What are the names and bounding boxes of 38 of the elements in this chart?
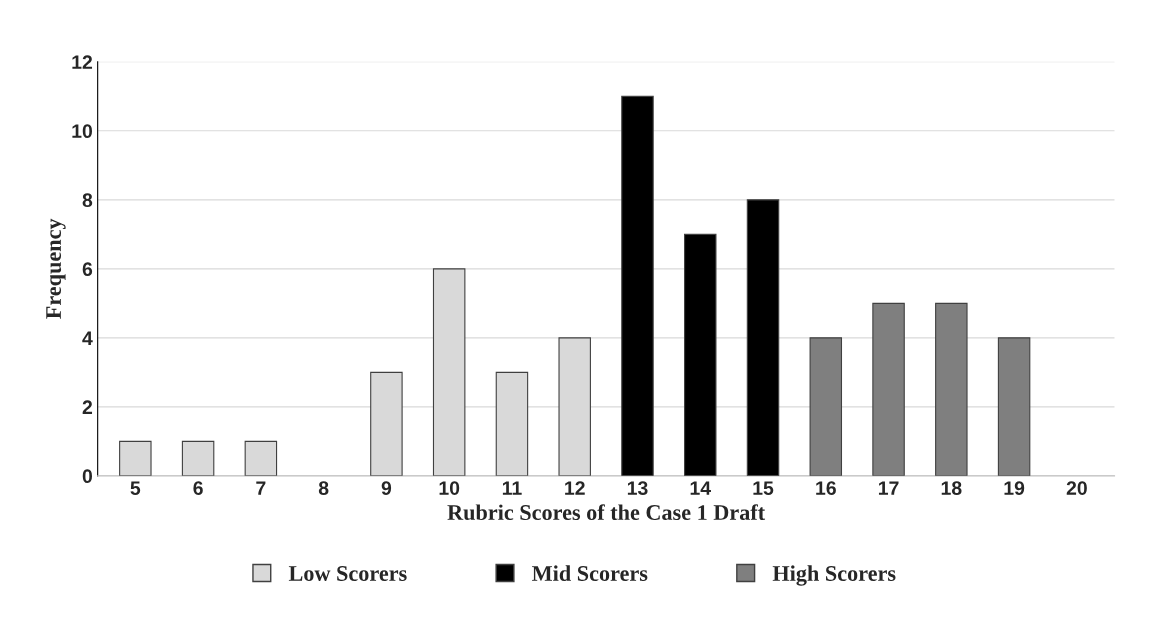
- x-tick-label: 19: [1004, 481, 1025, 495]
- bar: [746, 199, 780, 476]
- x-tick-label: 18: [941, 481, 962, 495]
- bar: [935, 302, 968, 476]
- x-tick-label: 20: [1066, 481, 1087, 495]
- y-tick-label: 4: [82, 331, 93, 345]
- bar: [119, 440, 152, 476]
- x-tick-label: 9: [381, 481, 392, 495]
- legend-label: Mid Scorers: [532, 565, 648, 581]
- x-tick-label: 8: [318, 481, 329, 495]
- y-tick-label: 6: [82, 262, 93, 277]
- x-tick-label: 6: [193, 481, 203, 495]
- bar: [684, 233, 717, 476]
- bar: [244, 440, 278, 476]
- legend-label: High Scorers: [772, 565, 896, 586]
- bar: [621, 95, 654, 476]
- x-tick-label: 7: [256, 481, 266, 495]
- x-tick-label: 16: [816, 481, 836, 495]
- x-tick-label: 10: [439, 481, 460, 495]
- x-tick-label: 13: [627, 481, 648, 496]
- x-tick-label: 11: [502, 481, 522, 495]
- x-axis-title: Rubric Scores of the Case 1 Draft: [447, 504, 766, 521]
- x-tick-label: 12: [565, 481, 585, 495]
- x-tick-label: 15: [753, 481, 774, 495]
- x-tick-label: 14: [690, 481, 711, 495]
- y-tick-label: 8: [82, 193, 93, 208]
- bar: [997, 337, 1031, 476]
- y-axis-title: Frequency: [46, 218, 66, 319]
- bar: [809, 337, 843, 476]
- bar: [872, 302, 905, 476]
- x-tick-label: 5: [130, 481, 141, 495]
- y-tick-label: 0: [82, 469, 93, 484]
- y-tick-label: 12: [72, 55, 93, 69]
- y-tick-label: 10: [72, 124, 93, 139]
- x-tick-label: 17: [878, 481, 899, 495]
- legend-label: Low Scorers: [288, 566, 407, 581]
- y-tick-label: 2: [82, 400, 93, 414]
- bar: [181, 440, 215, 476]
